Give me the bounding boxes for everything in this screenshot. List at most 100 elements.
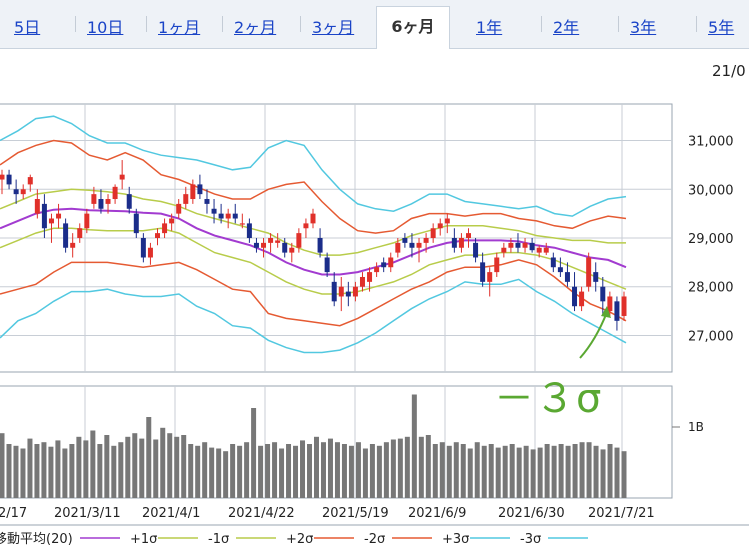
tab-5[interactable]: 6ヶ月 bbox=[376, 6, 450, 49]
candle-body bbox=[20, 189, 26, 195]
candle-body bbox=[359, 276, 365, 287]
legend-label: +2σ bbox=[286, 532, 313, 547]
volume-bar bbox=[467, 448, 473, 498]
candle-body bbox=[550, 257, 556, 268]
candle-body bbox=[543, 247, 549, 253]
candle-body bbox=[557, 267, 563, 273]
volume-bar bbox=[516, 447, 522, 498]
volume-bar bbox=[13, 445, 19, 498]
volume-bar bbox=[397, 438, 403, 498]
volume-bar bbox=[188, 444, 194, 498]
volume-bar bbox=[453, 442, 459, 498]
candle-body bbox=[402, 238, 408, 243]
candle-body bbox=[303, 223, 309, 229]
volume-bar bbox=[69, 444, 75, 498]
tab-7[interactable]: 2年 bbox=[553, 18, 580, 37]
candle-body bbox=[34, 199, 40, 214]
candle-body bbox=[579, 291, 585, 307]
volume-bar bbox=[97, 444, 103, 498]
volume-bar bbox=[362, 448, 368, 498]
candle-body bbox=[105, 199, 111, 204]
candle-body bbox=[239, 223, 245, 225]
candle-body bbox=[423, 238, 429, 243]
candle-body bbox=[0, 174, 5, 180]
band-ma20 bbox=[0, 207, 627, 276]
candle-body bbox=[529, 242, 535, 251]
candle-body bbox=[41, 203, 47, 229]
volume-bar bbox=[237, 445, 243, 498]
tab-8[interactable]: 3年 bbox=[630, 18, 657, 37]
candle-body bbox=[282, 242, 288, 253]
candle-body bbox=[13, 189, 19, 195]
tab-9[interactable]: 5年 bbox=[708, 18, 735, 37]
candle-body bbox=[119, 174, 125, 180]
candle-body bbox=[204, 199, 210, 204]
tab-1[interactable]: 10日 bbox=[87, 18, 124, 37]
candle-body bbox=[522, 242, 528, 248]
volume-bar bbox=[251, 408, 257, 498]
candle-body bbox=[466, 233, 471, 238]
candle-body bbox=[494, 257, 500, 273]
volume-bar bbox=[418, 436, 424, 498]
candle-body bbox=[317, 238, 323, 253]
volume-bar bbox=[34, 444, 40, 498]
volume-bar bbox=[258, 445, 264, 498]
candle-body bbox=[338, 286, 344, 297]
volume-bar bbox=[167, 433, 173, 498]
candle-body bbox=[183, 194, 189, 204]
volume-bar bbox=[607, 444, 613, 498]
volume-bar bbox=[586, 442, 592, 498]
y-tick-label: 30,000 bbox=[688, 183, 734, 198]
candle-body bbox=[211, 208, 217, 214]
candle-body bbox=[56, 213, 62, 219]
volume-bar bbox=[558, 444, 564, 498]
volume-bar bbox=[432, 444, 438, 498]
tab-separator bbox=[146, 16, 147, 32]
volume-bar bbox=[195, 445, 201, 498]
candle-body bbox=[345, 291, 351, 297]
volume-bar bbox=[530, 449, 536, 498]
candle-body bbox=[310, 213, 316, 224]
candle-body bbox=[395, 242, 401, 253]
volume-bar bbox=[118, 442, 124, 498]
candle-body bbox=[388, 257, 394, 268]
candle-body bbox=[91, 194, 97, 204]
volume-bar bbox=[90, 430, 96, 498]
volume-bar bbox=[509, 444, 515, 498]
volume-bar bbox=[55, 440, 61, 498]
volume-bar bbox=[495, 447, 501, 498]
sigma-annotation: －３σ bbox=[494, 376, 603, 422]
band-p2 bbox=[0, 139, 627, 234]
volume-bar bbox=[320, 442, 326, 498]
volume-bar bbox=[523, 445, 529, 498]
candle-body bbox=[621, 296, 627, 316]
candle-body bbox=[614, 301, 620, 321]
volume-bar bbox=[593, 445, 599, 498]
tab-6[interactable]: 1年 bbox=[476, 18, 503, 37]
volume-bar bbox=[313, 436, 319, 498]
tab-separator bbox=[618, 16, 619, 32]
candle-body bbox=[508, 242, 514, 248]
volume-bar bbox=[265, 444, 271, 498]
candle-body bbox=[246, 223, 252, 238]
candle-body bbox=[480, 262, 486, 282]
candle-body bbox=[572, 286, 578, 307]
volume-bar bbox=[20, 448, 26, 498]
candle-body bbox=[458, 238, 464, 248]
candle-body bbox=[586, 257, 592, 287]
candle-body bbox=[176, 203, 182, 214]
tab-2[interactable]: 1ヶ月 bbox=[158, 18, 201, 37]
candle-body bbox=[409, 242, 415, 248]
x-tick-label: 2/17 bbox=[0, 506, 27, 521]
volume-bar bbox=[439, 442, 445, 498]
candle-body bbox=[430, 228, 436, 238]
tab-3[interactable]: 2ヶ月 bbox=[234, 18, 277, 37]
volume-bar bbox=[104, 435, 110, 498]
candle-body bbox=[275, 240, 281, 243]
candle-body bbox=[331, 281, 337, 302]
tab-0[interactable]: 5日 bbox=[14, 18, 41, 37]
volume-bar bbox=[153, 439, 159, 498]
band-p3 bbox=[0, 115, 627, 217]
tab-4[interactable]: 3ヶ月 bbox=[312, 18, 355, 37]
volume-bar bbox=[383, 442, 389, 498]
